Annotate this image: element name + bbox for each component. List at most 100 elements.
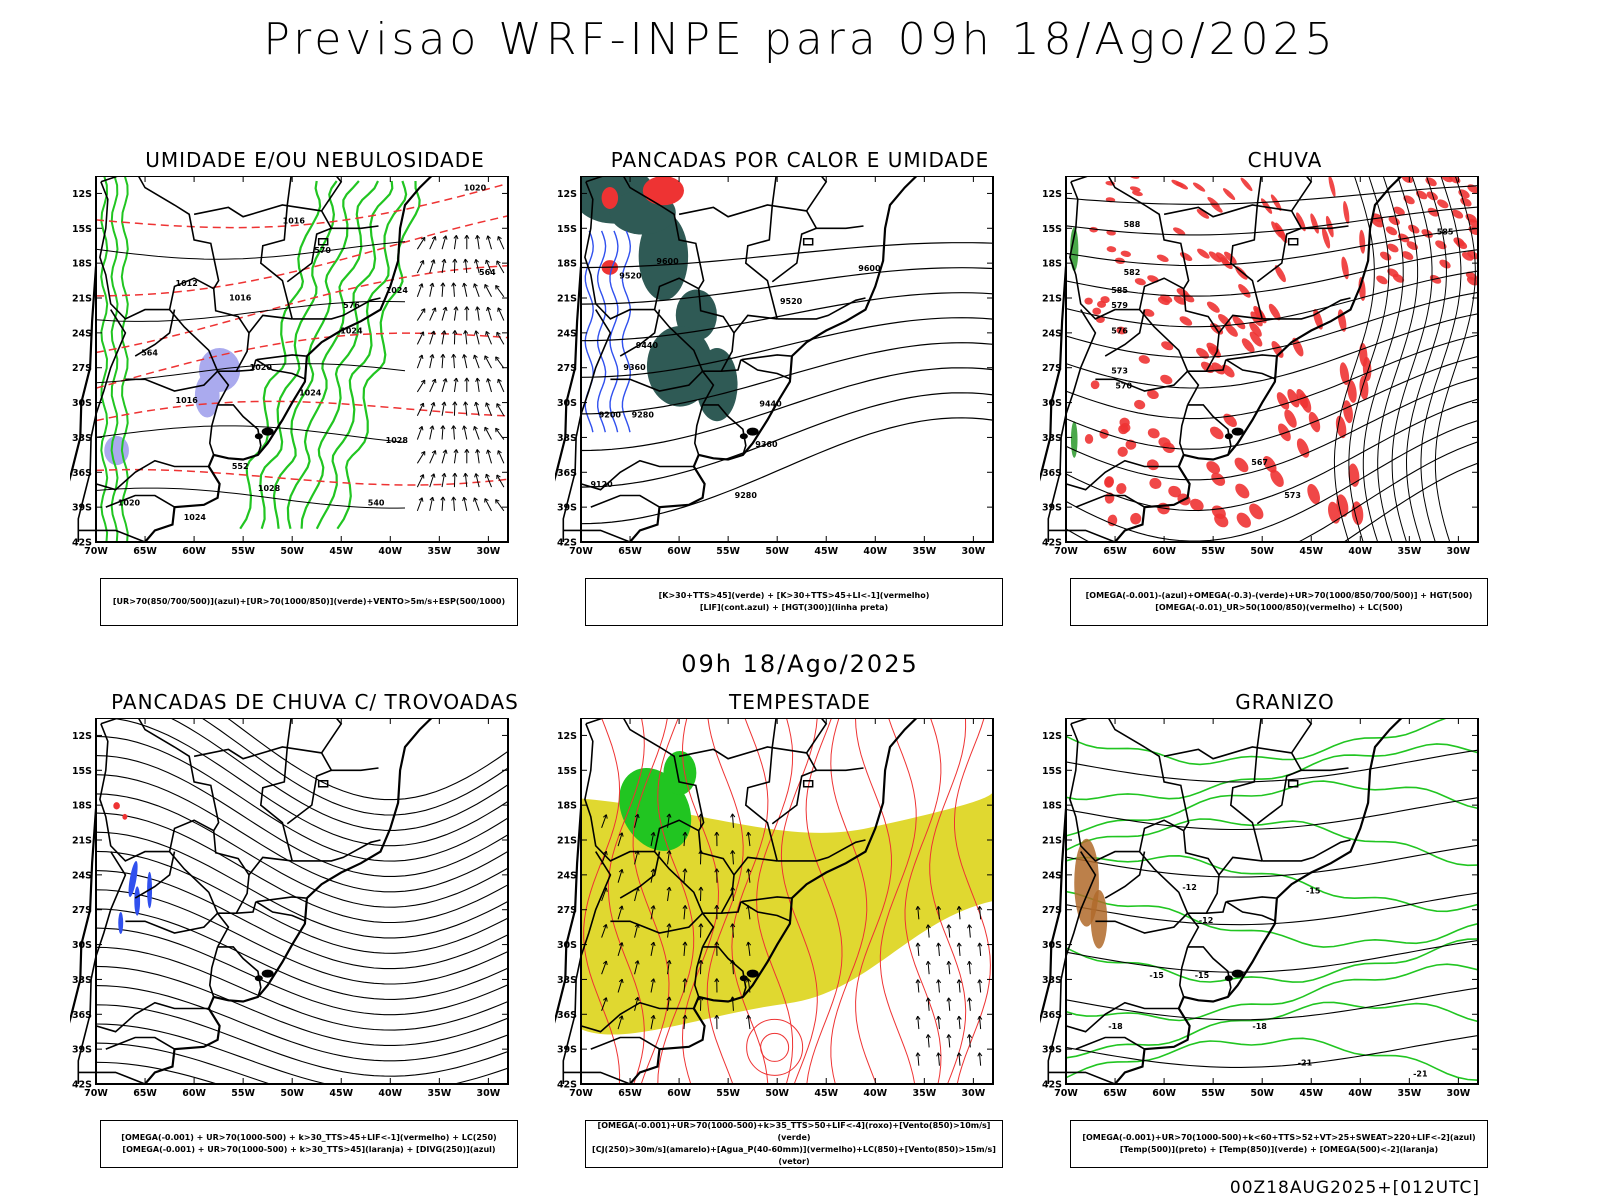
wind-vector <box>441 306 447 321</box>
border-line <box>78 1071 146 1085</box>
humidity-contour-green <box>120 176 129 542</box>
border-line <box>619 851 661 899</box>
border-line <box>1186 370 1200 406</box>
rain-area-red <box>1147 389 1159 400</box>
legend-line: [OMEGA(-0.001)-(azul)+OMEGA(-0.3)-(verde… <box>1085 591 1473 600</box>
wind-vector <box>419 474 425 479</box>
wind-vector <box>937 979 940 993</box>
temp500-contour <box>1066 987 1478 1021</box>
rain-area-red <box>1090 380 1100 390</box>
rain-area-red <box>1208 251 1222 263</box>
rain-area-red <box>1236 512 1251 528</box>
coastline <box>70 266 98 482</box>
wind-vector <box>429 282 434 297</box>
lat-tick-label: 42S <box>1042 1080 1062 1091</box>
wind-vector <box>442 449 448 454</box>
border-line <box>777 839 866 862</box>
wind-vector <box>452 425 455 440</box>
wind-vector <box>486 306 491 312</box>
rain-area-red <box>1372 218 1384 228</box>
wind-vector <box>463 258 469 263</box>
wind-vector <box>416 497 423 512</box>
lake <box>1231 969 1244 978</box>
wind-vector <box>473 425 478 431</box>
wind-vector <box>486 449 491 454</box>
border-line <box>1226 896 1276 903</box>
wind-vector <box>495 499 500 504</box>
contour-label: 573 <box>1111 367 1128 376</box>
lon-tick-label: 65W <box>618 546 642 557</box>
wind-vector <box>958 942 961 956</box>
wind-vector <box>936 1052 942 1057</box>
map-svg: 588 582 585 579 576 573 570 567 573 585 12S 15S 18S 2… <box>1040 176 1479 557</box>
rain-area-red <box>1211 362 1225 375</box>
lat-tick-label: 27S <box>1042 363 1062 374</box>
contour-label: 9520 <box>619 271 642 280</box>
rain-area-red <box>1336 494 1349 517</box>
border-line <box>216 912 230 948</box>
rain-area-red <box>1441 176 1453 183</box>
rain-area-red <box>1240 177 1253 192</box>
hgt300-contour <box>581 267 993 305</box>
wind-vector <box>650 832 655 847</box>
border-line <box>77 309 127 542</box>
lat-tick-label: 24S <box>1042 328 1062 339</box>
rain-area-red <box>1393 206 1405 216</box>
border-line <box>619 309 661 357</box>
rain-area-red <box>1278 423 1291 442</box>
divergence-area-blue <box>128 861 138 898</box>
wind-vector <box>979 906 982 920</box>
border-line <box>216 370 230 406</box>
lat-tick-label: 36S <box>557 468 577 479</box>
border-line <box>292 297 381 320</box>
wind-vector <box>441 354 444 369</box>
wind-vector <box>497 307 505 321</box>
federal-district <box>802 237 814 246</box>
temp500-contour <box>1066 939 1478 973</box>
wind-vector <box>485 402 492 416</box>
wind-vector <box>730 813 736 818</box>
wind-vector <box>967 960 973 966</box>
border-line <box>590 494 660 508</box>
wind-vector <box>682 831 688 836</box>
wind-vector <box>496 260 505 274</box>
wind-vector <box>474 401 479 407</box>
rain-area-red <box>1224 251 1237 264</box>
map-frame <box>95 718 509 1085</box>
wind-vector <box>731 850 734 865</box>
wind-vector <box>747 868 751 883</box>
border-line <box>217 946 262 998</box>
humidity-contour-green <box>100 176 109 542</box>
lat-tick-label: 27S <box>1042 905 1062 916</box>
wind-vector <box>602 997 608 1002</box>
border-line <box>208 946 219 998</box>
lon-tick-label: 60W <box>667 1088 691 1099</box>
wind-vector <box>452 496 455 511</box>
wind-vector <box>496 403 501 408</box>
wind-vector <box>650 978 655 993</box>
wind-vector <box>946 960 952 966</box>
wind-vector <box>495 356 505 369</box>
wind-vector <box>440 282 446 287</box>
rain-area-red <box>1401 251 1414 260</box>
temp500-contour <box>1066 749 1478 783</box>
wind-vector <box>496 331 501 337</box>
contour-label: 1016 <box>229 293 252 302</box>
wind-vector <box>475 449 481 454</box>
wind-vector <box>487 306 493 321</box>
border-line <box>100 718 220 832</box>
wind-vector <box>441 472 447 478</box>
wind-vector <box>463 354 468 369</box>
lon-tick-label: 30W <box>962 546 986 557</box>
lif-contour-blue <box>621 230 632 433</box>
rain-area-red <box>1408 224 1420 234</box>
wind-vector <box>915 1052 921 1057</box>
wind-vector <box>451 496 457 501</box>
rain-area-green <box>1070 227 1079 272</box>
rain-area-red <box>1190 498 1204 512</box>
rain-area-red <box>1160 374 1173 385</box>
wind-vector <box>451 353 457 358</box>
border-line <box>585 176 705 290</box>
lon-tick-label: 70W <box>1054 1088 1078 1099</box>
lc850-streamline <box>954 718 991 1084</box>
